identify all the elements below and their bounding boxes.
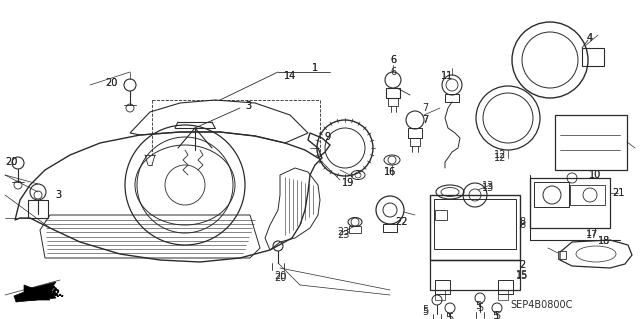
Text: 2: 2 [519, 260, 525, 270]
Text: 11: 11 [441, 71, 453, 81]
Text: 11: 11 [441, 71, 453, 81]
Text: 2: 2 [519, 260, 525, 270]
Text: 6: 6 [390, 67, 396, 77]
Bar [435, 210, 447, 220]
Polygon shape [14, 282, 56, 302]
Text: 9: 9 [324, 132, 330, 142]
Text: 23: 23 [337, 227, 349, 237]
Text: 7: 7 [422, 115, 428, 125]
Text: 21: 21 [612, 188, 624, 198]
Text: 12: 12 [494, 150, 506, 160]
Text: 5: 5 [422, 305, 428, 315]
Bar [445, 94, 459, 102]
Text: 20: 20 [5, 157, 17, 167]
Text: 19: 19 [342, 178, 354, 188]
Text: 16: 16 [384, 167, 396, 177]
Text: 1: 1 [312, 63, 318, 73]
Bar [430, 260, 520, 290]
Bar [435, 290, 445, 300]
Text: 5: 5 [475, 301, 481, 311]
Text: 22: 22 [396, 217, 408, 227]
Text: 13: 13 [482, 183, 494, 193]
Text: 9: 9 [324, 132, 330, 142]
Text: 20: 20 [274, 273, 286, 283]
Text: 20: 20 [105, 78, 117, 88]
Text: 6: 6 [390, 55, 396, 65]
Text: 19: 19 [342, 178, 354, 188]
Bar [388, 98, 398, 106]
Text: 5: 5 [492, 311, 498, 319]
Text: 17: 17 [586, 230, 598, 240]
Text: 5: 5 [445, 313, 451, 319]
Text: 15: 15 [516, 270, 528, 280]
Bar [430, 195, 520, 260]
Bar [555, 115, 627, 170]
Polygon shape [18, 286, 55, 300]
Text: 13: 13 [482, 181, 494, 191]
Text: 23: 23 [337, 230, 349, 240]
Text: 3: 3 [55, 190, 61, 200]
Text: 20: 20 [274, 271, 286, 281]
Bar [570, 185, 605, 205]
Text: 10: 10 [589, 170, 601, 180]
Text: 1: 1 [312, 63, 318, 73]
Text: 8: 8 [519, 217, 525, 227]
Text: 5: 5 [447, 313, 453, 319]
Text: 15: 15 [516, 271, 528, 281]
Text: 18: 18 [598, 236, 610, 246]
Bar [498, 280, 513, 294]
Bar [408, 128, 422, 138]
Text: 5: 5 [494, 311, 500, 319]
Text: 17: 17 [586, 228, 598, 238]
Bar [28, 200, 48, 218]
Text: 10: 10 [589, 170, 601, 180]
Bar [534, 182, 569, 207]
Bar [386, 88, 400, 98]
Text: 16: 16 [384, 167, 396, 177]
Text: 3: 3 [55, 190, 61, 200]
Bar [383, 224, 397, 232]
Text: 14: 14 [284, 71, 296, 81]
Bar [435, 280, 450, 294]
Bar [410, 138, 420, 146]
Text: 14: 14 [284, 71, 296, 81]
Text: 22: 22 [396, 217, 408, 227]
Text: 3: 3 [245, 101, 251, 111]
Text: FR.: FR. [45, 289, 66, 299]
Bar [530, 178, 610, 228]
Text: 4: 4 [587, 33, 593, 43]
Bar [434, 199, 516, 249]
Text: 3: 3 [245, 101, 251, 111]
Text: 5: 5 [422, 307, 428, 317]
Bar [349, 226, 361, 233]
Text: 8: 8 [519, 220, 525, 230]
Text: 5: 5 [477, 303, 483, 313]
Text: 7: 7 [422, 115, 428, 125]
Bar [498, 290, 508, 300]
Text: 4: 4 [587, 33, 593, 43]
Text: 18: 18 [598, 236, 610, 246]
Text: 20: 20 [105, 78, 117, 88]
Bar [582, 48, 604, 66]
Text: 7: 7 [422, 103, 428, 113]
Text: 6: 6 [390, 55, 396, 65]
Text: SEP4B0800C: SEP4B0800C [510, 300, 572, 310]
Text: 21: 21 [612, 188, 624, 198]
Text: FR.: FR. [42, 286, 64, 299]
Bar [558, 251, 566, 259]
Text: 20: 20 [5, 157, 17, 167]
Text: 12: 12 [494, 153, 506, 163]
